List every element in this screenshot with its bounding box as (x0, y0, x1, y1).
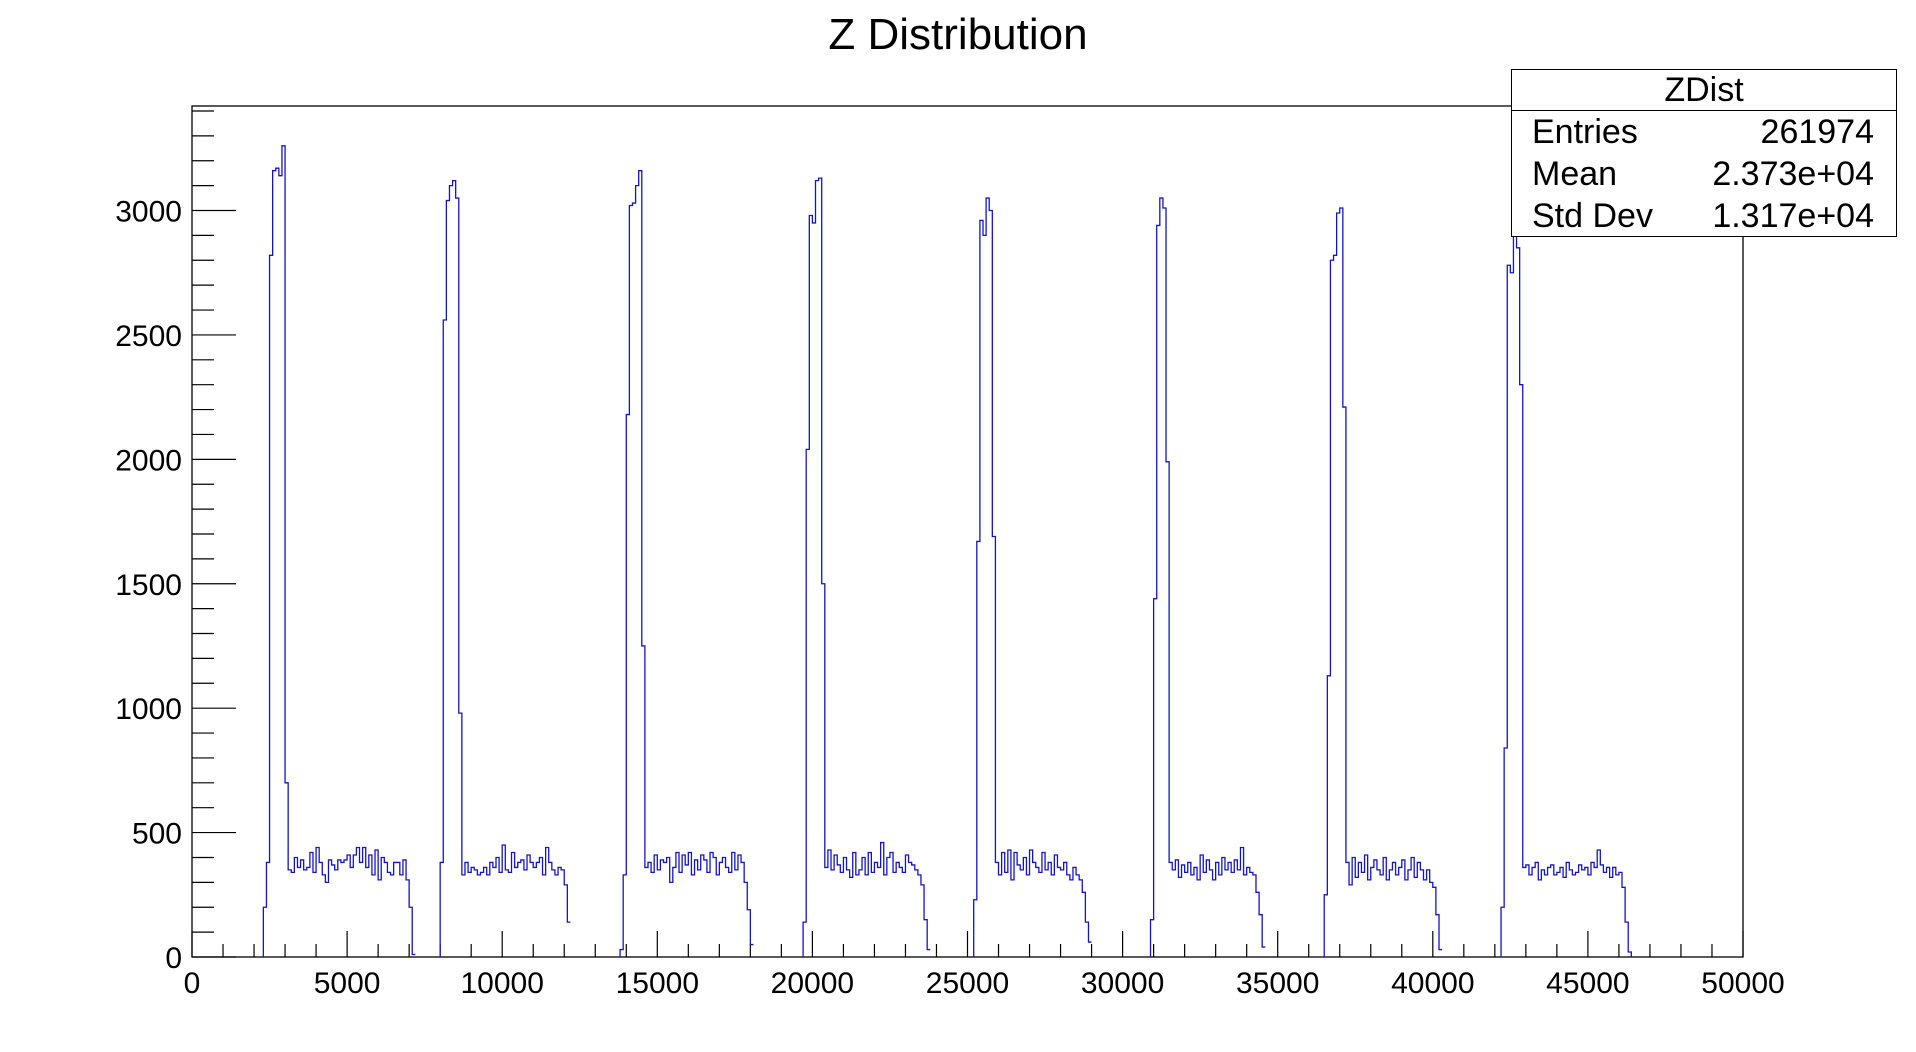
y-tick-label: 0 (165, 942, 182, 975)
x-tick-label: 20000 (771, 967, 854, 1000)
histogram-series (262, 145, 1632, 957)
y-tick-label: 1500 (115, 569, 182, 602)
stats-row-stddev: Std Dev 1.317e+04 (1532, 196, 1874, 236)
x-tick-label: 25000 (926, 967, 1009, 1000)
y-tick-label: 2000 (115, 444, 182, 477)
x-tick-label: 30000 (1081, 967, 1164, 1000)
y-tick-label: 500 (132, 818, 182, 851)
x-tick-label: 10000 (460, 967, 543, 1000)
stats-label: Std Dev (1532, 197, 1653, 235)
x-tick-label: 40000 (1391, 967, 1474, 1000)
y-tick-label: 1000 (115, 693, 182, 726)
x-tick-label: 0 (184, 967, 201, 1000)
x-tick-label: 5000 (314, 967, 381, 1000)
stats-box-title: ZDist (1512, 70, 1896, 111)
x-tick-label: 15000 (616, 967, 699, 1000)
stats-row-entries: Entries 261974 (1532, 112, 1874, 152)
stats-label: Mean (1532, 155, 1618, 193)
stats-value: 1.317e+04 (1712, 197, 1874, 235)
stats-box: ZDist Entries 261974 Mean 2.373e+04 Std … (1511, 69, 1897, 237)
chart-title: Z Distribution (828, 10, 1088, 59)
x-tick-label: 45000 (1546, 967, 1629, 1000)
y-tick-label: 3000 (115, 196, 182, 229)
stats-row-mean: Mean 2.373e+04 (1532, 154, 1874, 194)
x-tick-label: 35000 (1236, 967, 1319, 1000)
x-tick-label: 50000 (1701, 967, 1784, 1000)
stats-label: Entries (1532, 113, 1638, 151)
y-tick-label: 2500 (115, 320, 182, 353)
stats-value: 261974 (1760, 113, 1874, 151)
stats-value: 2.373e+04 (1712, 155, 1874, 193)
